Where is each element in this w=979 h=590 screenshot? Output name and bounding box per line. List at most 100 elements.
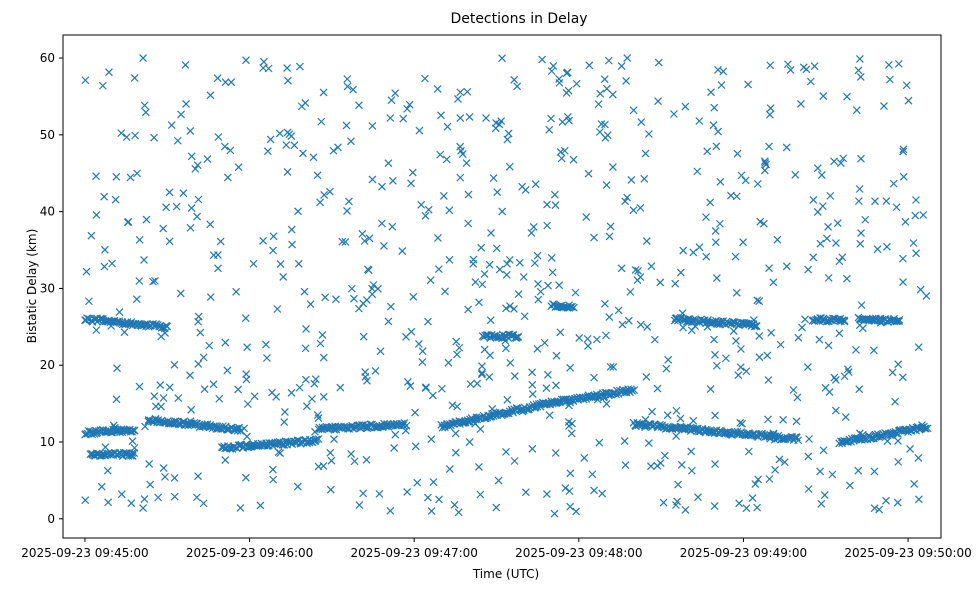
data-point [186,417,195,426]
data-point [130,443,139,452]
data-point [377,219,386,228]
data-point [391,430,400,439]
data-point [554,397,563,406]
data-point [671,501,680,509]
data-point [386,114,395,122]
data-point [734,371,743,380]
data-point [338,237,347,246]
data-point [775,455,784,464]
data-point [167,121,176,130]
data-point [855,185,864,193]
data-point [418,358,427,367]
data-point [466,380,475,389]
data-point [139,504,148,513]
data-point [528,444,537,453]
data-point [886,75,894,84]
data-point [530,259,539,268]
data-point [234,385,243,394]
data-point [369,281,378,289]
data-point [358,229,367,238]
data-point [401,426,410,435]
data-point [561,484,570,492]
data-point [817,499,826,508]
data-point [828,470,837,479]
data-point [640,174,649,183]
data-point [105,68,113,77]
data-point [714,127,723,136]
data-point [407,179,415,188]
data-point [606,222,615,231]
data-point [703,147,712,156]
data-point [299,149,307,158]
data-point [873,245,882,254]
data-point [221,456,230,464]
data-point [194,359,203,368]
data-point [453,402,462,411]
data-point [519,273,528,281]
data-point [550,509,559,518]
data-point [671,279,680,288]
data-point [301,344,310,353]
data-point [712,142,721,151]
data-point [221,338,230,347]
data-point [488,405,497,413]
data-point [350,294,358,303]
data-point [493,188,502,197]
data-point [689,416,698,425]
data-point [135,382,144,391]
data-point [706,198,715,207]
data-point [729,327,738,335]
data-point [186,223,195,232]
data-point [676,414,685,423]
data-point [223,173,232,182]
data-point [766,61,775,70]
data-point [840,317,849,326]
data-point [830,314,838,323]
data-point [566,303,575,311]
data-point [505,255,514,264]
data-point [464,219,473,228]
data-point [869,346,878,355]
data-point [736,345,745,353]
data-point [194,195,203,204]
data-point [782,262,791,271]
data-point [861,215,870,224]
data-point [912,196,920,204]
data-point [165,188,174,197]
data-point [140,256,148,264]
data-point [427,435,436,444]
data-point [206,293,215,302]
data-point [472,413,481,422]
data-point [657,423,666,431]
data-point [543,370,552,379]
data-point [406,382,415,391]
data-point [528,380,537,389]
data-point [852,106,861,115]
data-point [159,224,168,233]
data-point [568,394,577,403]
data-point [388,222,397,231]
data-point [766,434,775,443]
data-point [420,74,429,83]
data-point [326,485,335,494]
data-point [520,312,529,321]
data-point [552,381,560,390]
data-point [411,442,420,451]
data-point [179,189,188,198]
data-point [347,450,356,458]
data-point [902,81,911,90]
data-point [585,61,594,70]
data-point [681,102,690,111]
data-point [602,331,610,340]
data-point [308,394,316,403]
data-point [773,235,782,244]
data-point [426,276,435,285]
data-point [816,467,825,476]
data-point [84,297,93,306]
x-tick-label: 2025-09-23 09:46:00 [186,546,313,560]
data-point [755,353,764,362]
data-point [614,306,623,315]
data-point [436,150,445,159]
data-point [710,502,719,510]
data-point [489,174,498,182]
